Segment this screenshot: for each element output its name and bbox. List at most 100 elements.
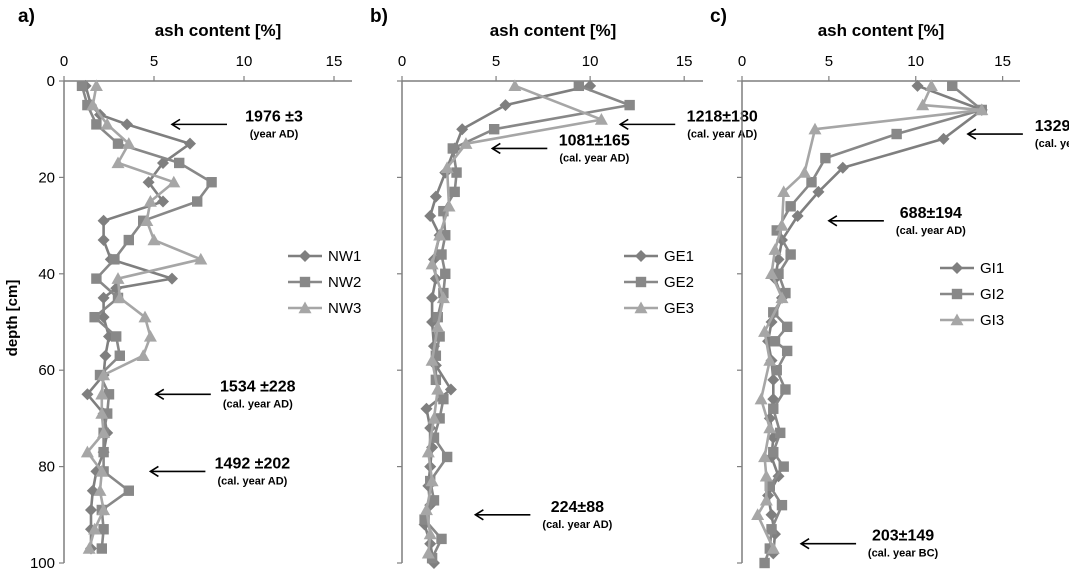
panel-c-annotation-arrowhead bbox=[966, 128, 977, 140]
panel-c-point-GI2 bbox=[778, 461, 789, 472]
panel-b-point-GE2 bbox=[441, 451, 453, 463]
panel-b-annotation-date: 1218±180 bbox=[687, 108, 758, 125]
panel-b-point-GE2 bbox=[428, 495, 440, 506]
panel-c-x-axis-title: ash content [%] bbox=[818, 21, 945, 40]
panel-a-point-NW1 bbox=[97, 291, 110, 304]
panel-a-point-NW2 bbox=[109, 254, 120, 265]
panel-b-point-GE3 bbox=[425, 474, 439, 487]
panel-b-annotation-arrowhead bbox=[618, 118, 629, 131]
panel-a-point-NW2 bbox=[206, 177, 217, 188]
panel-c-point-GI3 bbox=[768, 243, 782, 255]
panel-c-point-GI1 bbox=[767, 373, 780, 386]
panel-c-point-GI2 bbox=[775, 427, 786, 439]
panel-a-point-NW1 bbox=[97, 234, 110, 247]
panel-a-point-NW2 bbox=[112, 138, 124, 149]
panel-a-legend-marker-NW1 bbox=[299, 250, 311, 262]
panel-a-x-tick-label: 10 bbox=[236, 53, 253, 70]
panel-a-point-NW2 bbox=[103, 389, 115, 400]
panel-b-point-GE2 bbox=[440, 268, 451, 279]
panel-c-point-GI2 bbox=[771, 365, 782, 376]
panel-a-plot: 0 5 10 15 0 20 40 60 80 100 NW1 NW2 NW3 1976 ±3 (year … bbox=[30, 53, 361, 572]
panel-a-point-NW3 bbox=[113, 291, 127, 304]
panel-c-legend-label-GI2: GI2 bbox=[980, 286, 1004, 303]
panel-c-x-tick-label: 10 bbox=[907, 53, 924, 70]
panel-c-point-GI3 bbox=[775, 219, 789, 231]
panel-a-point-NW1 bbox=[81, 388, 94, 401]
panel-c-x-tick-label: 15 bbox=[994, 53, 1011, 70]
panel-c-series-line-GI2 bbox=[763, 84, 984, 564]
panel-a-point-NW1 bbox=[157, 195, 169, 208]
panel-c-point-GI2 bbox=[781, 345, 793, 357]
panel-c-point-GI2 bbox=[776, 499, 788, 511]
panel-a-point-NW2 bbox=[114, 350, 125, 361]
panel-a-point-NW3 bbox=[122, 137, 136, 149]
panel-a-point-NW1 bbox=[99, 349, 112, 362]
panel-b-point-GE1 bbox=[444, 383, 457, 396]
panel-b-point-GE2 bbox=[438, 393, 449, 405]
y-axis-label: depth [cm] bbox=[4, 280, 21, 357]
panel-b-point-GE3 bbox=[436, 291, 450, 304]
panel-c-point-GI3 bbox=[916, 98, 930, 111]
panel-c-point-GI3 bbox=[758, 325, 772, 337]
panel-a-point-NW2 bbox=[111, 331, 122, 342]
panel-b-point-GE2 bbox=[434, 413, 445, 424]
panel-a-annotation-arrowhead bbox=[170, 118, 181, 131]
panel-c-point-GI2 bbox=[891, 128, 902, 140]
panel-c-point-GI2 bbox=[766, 524, 777, 535]
panel-a-point-NW3 bbox=[89, 79, 103, 92]
panel-c-legend-label-GI3: GI3 bbox=[980, 312, 1004, 329]
panel-a-point-NW2 bbox=[102, 408, 113, 419]
panel-a-point-NW1 bbox=[97, 311, 110, 324]
panel-a-point-NW3 bbox=[88, 522, 102, 535]
panel-c-point-GI3 bbox=[775, 291, 789, 304]
panel-b-legend-marker-GE2 bbox=[635, 276, 647, 288]
panel-a-x-tick-label: 15 bbox=[326, 53, 343, 70]
panel-a-point-NW1 bbox=[121, 118, 133, 131]
panel-c-point-GI3 bbox=[924, 79, 938, 92]
panel-b-point-GE2 bbox=[440, 230, 451, 241]
panel-c-point-GI2 bbox=[769, 336, 781, 347]
panel-b-annotation-note: (cal. year AD) bbox=[542, 519, 612, 531]
panel-b-annotation-arrowhead bbox=[473, 509, 484, 521]
panel-a-point-NW2 bbox=[76, 80, 88, 92]
panel-b-x-tick-label: 10 bbox=[582, 53, 599, 70]
panel-a-y-tick-label: 100 bbox=[30, 555, 55, 572]
panel-b-point-GE2 bbox=[432, 311, 443, 323]
panel-c-point-GI3 bbox=[777, 185, 791, 198]
panel-c-point-GI3 bbox=[763, 354, 777, 366]
panel-a-point-NW2 bbox=[98, 446, 109, 458]
panel-a-point-NW1 bbox=[142, 176, 155, 189]
panel-a-point-NW3 bbox=[143, 195, 157, 207]
panel-b-label: b) bbox=[370, 6, 388, 27]
panel-c-point-GI2 bbox=[773, 268, 784, 279]
panel-a-y-tick-label: 0 bbox=[47, 73, 55, 90]
panel-c-point-GI3 bbox=[751, 508, 765, 520]
panel-a-point-NW3 bbox=[147, 233, 161, 246]
panel-c-annotation-date: 688±194 bbox=[900, 205, 962, 222]
panel-b-x-axis-title: ash content [%] bbox=[490, 21, 617, 40]
panel-a-x-tick-label: 0 bbox=[60, 53, 68, 70]
panel-a-annotation-arrowhead bbox=[154, 388, 165, 400]
panel-b-point-GE3 bbox=[508, 79, 522, 92]
panel-c-point-GI3 bbox=[759, 493, 773, 506]
panel-b-point-GE2 bbox=[434, 331, 445, 342]
panel-a-point-NW2 bbox=[91, 273, 102, 284]
panel-b-annotation-note: (cal. year AD) bbox=[687, 128, 757, 140]
panel-c-point-GI1 bbox=[937, 132, 950, 145]
panel-b-legend-marker-GE3 bbox=[634, 301, 648, 314]
panel-c-label: c) bbox=[710, 6, 727, 27]
panel-a-point-NW3 bbox=[143, 329, 157, 342]
panel-c-point-GI2 bbox=[785, 249, 796, 260]
panel-a-point-NW3 bbox=[111, 272, 125, 284]
panel-a-legend-label-NW3: NW3 bbox=[328, 300, 361, 317]
panel-a-point-NW2 bbox=[192, 196, 203, 207]
panel-a-legend-marker-NW3 bbox=[298, 301, 312, 314]
panel-a-legend-label-NW1: NW1 bbox=[328, 248, 361, 265]
panel-a-point-NW3 bbox=[95, 464, 109, 477]
panel-c-series-line-GI3 bbox=[756, 85, 984, 550]
panel-a-annotation-note: (year AD) bbox=[250, 128, 299, 140]
panel-c-point-GI2 bbox=[781, 321, 793, 333]
panel-b-point-GE2 bbox=[449, 186, 460, 198]
panel-b-point-GE2 bbox=[436, 533, 447, 545]
panel-a-point-NW2 bbox=[174, 157, 185, 169]
